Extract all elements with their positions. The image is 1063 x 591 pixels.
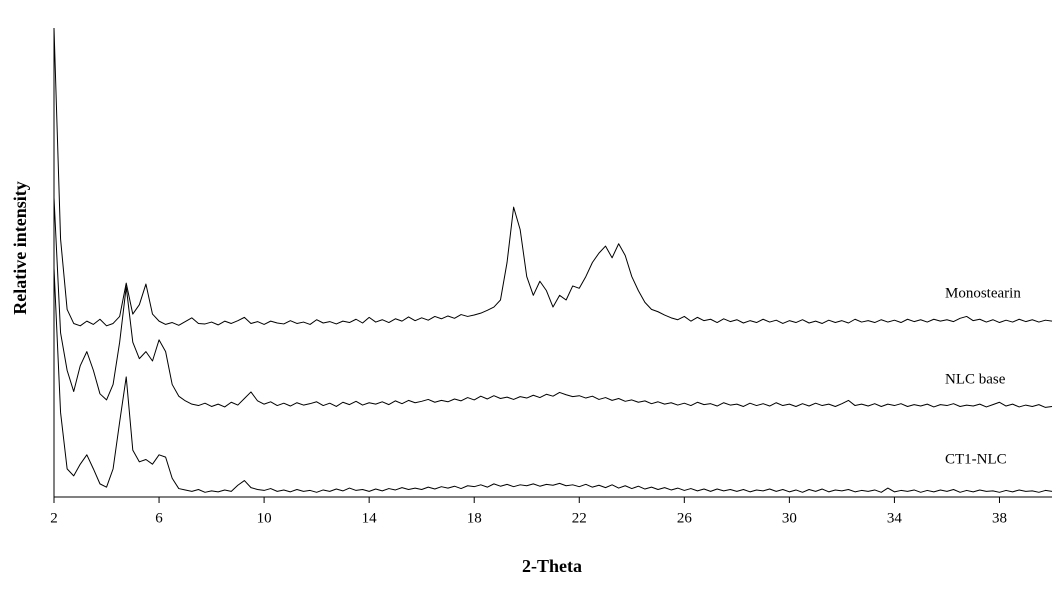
x-tick-label: 38 xyxy=(992,510,1007,526)
series-line xyxy=(53,27,1053,327)
x-tick-label: 6 xyxy=(155,510,163,526)
series-line xyxy=(53,268,1053,493)
x-tick-label: 2 xyxy=(50,510,58,526)
y-axis-title: Relative intensity xyxy=(10,181,30,314)
x-tick-label: 18 xyxy=(467,510,482,526)
series-label: Monostearin xyxy=(945,285,1021,301)
x-tick-label: 26 xyxy=(677,510,693,526)
x-tick-label: 10 xyxy=(257,510,272,526)
series-label: NLC base xyxy=(945,371,1006,387)
x-tick-label: 34 xyxy=(887,510,903,526)
x-tick-label: 14 xyxy=(362,510,378,526)
series-label: CT1-NLC xyxy=(945,451,1007,467)
series-line xyxy=(53,197,1053,408)
x-axis-title: 2-Theta xyxy=(522,556,582,576)
x-tick-label: 30 xyxy=(782,510,797,526)
x-tick-label: 22 xyxy=(572,510,587,526)
